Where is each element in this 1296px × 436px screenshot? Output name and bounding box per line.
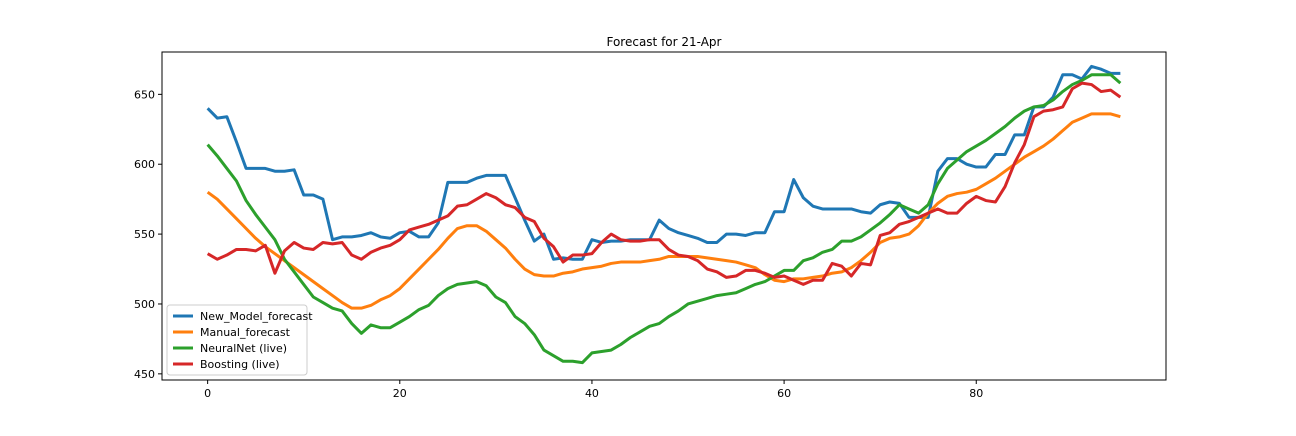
legend-label: Manual_forecast — [200, 326, 291, 339]
series-line — [206, 73, 1122, 365]
y-tick-label: 550 — [134, 228, 155, 241]
x-tick-label: 20 — [393, 387, 407, 400]
x-tick-label: 40 — [585, 387, 599, 400]
chart-title: Forecast for 21-Apr — [606, 35, 721, 49]
y-tick-label: 650 — [134, 88, 155, 101]
x-tick-label: 60 — [777, 387, 791, 400]
legend-label: NeuralNet (live) — [200, 342, 287, 355]
x-tick-label: 0 — [204, 387, 211, 400]
series-line — [206, 112, 1121, 310]
x-tick-label: 80 — [969, 387, 983, 400]
legend-label: New_Model_forecast — [200, 310, 313, 323]
series-line — [206, 81, 1122, 286]
legend-label: Boosting (live) — [200, 358, 280, 371]
series-line — [206, 64, 1121, 261]
y-tick-label: 450 — [134, 368, 155, 381]
y-tick-label: 600 — [134, 158, 155, 171]
legend-box — [166, 304, 308, 376]
plot-frame — [161, 51, 1167, 381]
y-tick-label: 500 — [134, 298, 155, 311]
